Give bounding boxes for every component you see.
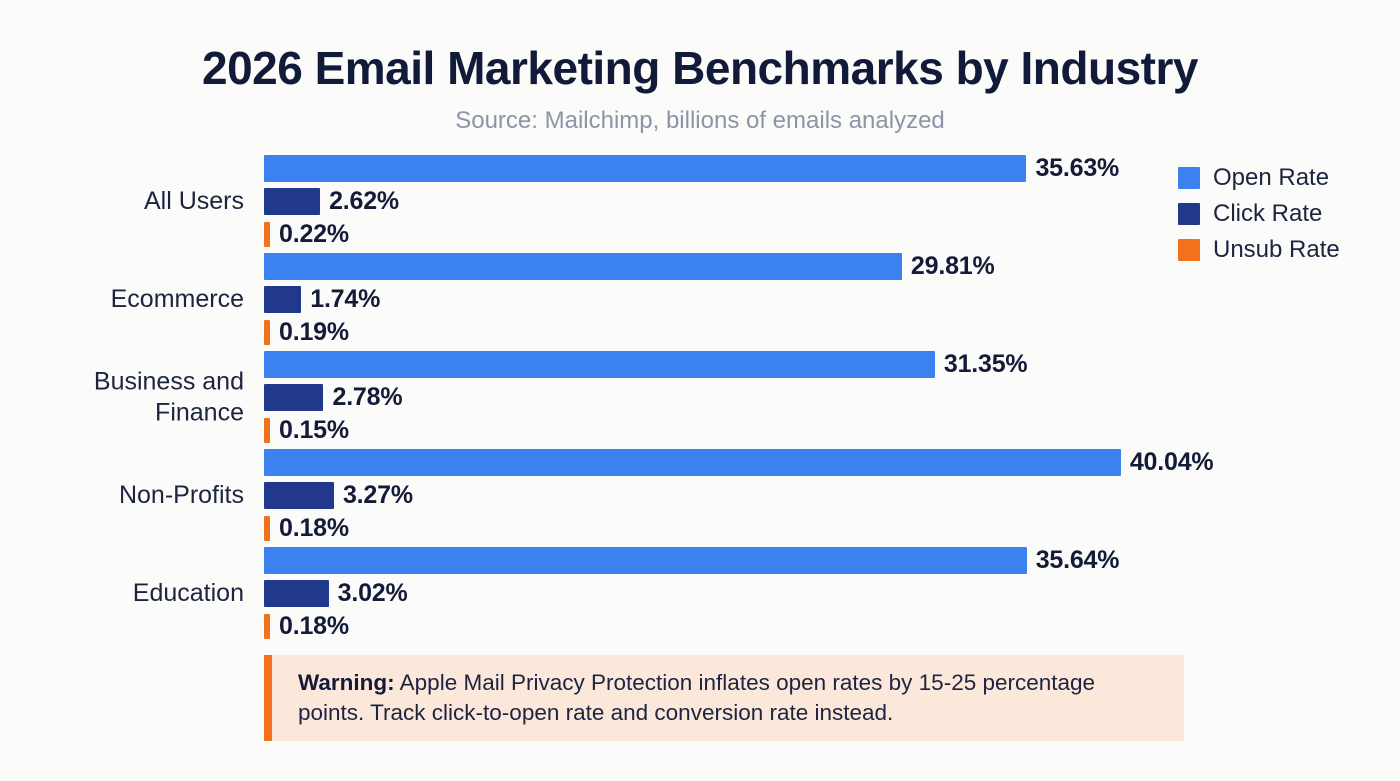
bar-click[interactable] xyxy=(264,580,329,607)
bar-value-label: 1.74% xyxy=(310,285,381,313)
bar-open[interactable] xyxy=(264,351,935,378)
bar-unsub[interactable] xyxy=(264,614,270,639)
bar-value-label: 29.81% xyxy=(910,252,995,280)
category-label: Ecommerce xyxy=(110,284,244,313)
bar-row[interactable]: 35.63% xyxy=(264,154,1120,182)
legend-swatch-icon xyxy=(1178,203,1200,225)
bar-open[interactable] xyxy=(264,547,1027,574)
bar-open[interactable] xyxy=(264,155,1027,182)
bar-row[interactable]: 31.35% xyxy=(264,350,1028,378)
bar-value-label: 0.15% xyxy=(279,416,349,444)
chart-subtitle: Source: Mailchimp, billions of emails an… xyxy=(455,107,945,134)
bar-value-label: 3.27% xyxy=(342,481,413,509)
chart-legend: Open Rate Click Rate Unsub Rate xyxy=(1178,160,1388,268)
bar-row[interactable]: 2.78% xyxy=(264,383,403,411)
bar-click[interactable] xyxy=(264,188,321,215)
bar-stack: 29.81% 1.74% 0.19% xyxy=(264,250,1384,348)
chart-group: Business and Finance 31.35% 2.78% 0.15% xyxy=(0,348,1400,446)
bar-row[interactable]: 3.27% xyxy=(264,481,413,509)
bar-row[interactable]: 0.19% xyxy=(264,318,349,346)
bar-row[interactable]: 3.02% xyxy=(264,579,408,607)
bar-unsub[interactable] xyxy=(264,418,270,443)
bar-row[interactable]: 40.04% xyxy=(264,448,1214,476)
warning-accent-bar xyxy=(264,655,272,741)
bar-row[interactable]: 35.64% xyxy=(264,546,1120,574)
bar-value-label: 0.22% xyxy=(279,220,349,248)
warning-message: Apple Mail Privacy Protection inflates o… xyxy=(298,670,1096,725)
legend-label: Open Rate xyxy=(1213,164,1330,191)
bar-click[interactable] xyxy=(264,384,324,411)
bar-value-label: 35.64% xyxy=(1035,546,1120,574)
bar-value-label: 31.35% xyxy=(943,350,1028,378)
bar-row[interactable]: 0.18% xyxy=(264,514,349,542)
legend-swatch-icon xyxy=(1178,239,1200,261)
bar-open[interactable] xyxy=(264,253,902,280)
chart-group: All Users 35.63% 2.62% 0.22% xyxy=(0,152,1400,250)
category-label: Education xyxy=(132,578,244,607)
bar-value-label: 40.04% xyxy=(1129,448,1214,476)
warning-callout: Warning: Apple Mail Privacy Protection i… xyxy=(264,655,1184,741)
legend-swatch-icon xyxy=(1178,167,1200,189)
bar-value-label: 0.19% xyxy=(279,318,349,346)
bar-stack: 40.04% 3.27% 0.18% xyxy=(264,446,1384,544)
bar-value-label: 0.18% xyxy=(279,612,349,640)
legend-item-open[interactable]: Open Rate xyxy=(1178,160,1388,196)
bar-row[interactable]: 0.18% xyxy=(264,612,349,640)
bar-value-label: 2.62% xyxy=(329,187,399,215)
page-title: 2026 Email Marketing Benchmarks by Indus… xyxy=(201,42,1199,94)
warning-body: Warning: Apple Mail Privacy Protection i… xyxy=(272,655,1184,741)
category-label: Non-Profits xyxy=(118,480,244,509)
chart-group: Education 35.64% 3.02% 0.18% xyxy=(0,544,1400,642)
bar-stack: 35.63% 2.62% 0.22% xyxy=(264,152,1384,250)
bar-stack: 35.64% 3.02% 0.18% xyxy=(264,544,1384,642)
legend-item-click[interactable]: Click Rate xyxy=(1178,196,1388,232)
chart-group: Ecommerce 29.81% 1.74% 0.19% xyxy=(0,250,1400,348)
chart-group: Non-Profits 40.04% 3.27% 0.18% xyxy=(0,446,1400,544)
legend-label: Unsub Rate xyxy=(1213,236,1340,263)
bar-stack: 31.35% 2.78% 0.15% xyxy=(264,348,1384,446)
category-label: Business and Finance xyxy=(93,367,244,427)
bar-click[interactable] xyxy=(264,286,302,313)
category-label: All Users xyxy=(143,186,244,215)
bar-row[interactable]: 1.74% xyxy=(264,285,381,313)
bar-value-label: 2.78% xyxy=(332,383,403,411)
bar-row[interactable]: 29.81% xyxy=(264,252,995,280)
bar-value-label: 35.63% xyxy=(1035,154,1120,182)
bar-open[interactable] xyxy=(264,449,1121,476)
bar-row[interactable]: 0.15% xyxy=(264,416,349,444)
warning-label: Warning: xyxy=(298,670,395,696)
bar-unsub[interactable] xyxy=(264,516,270,541)
bar-row[interactable]: 2.62% xyxy=(264,187,399,215)
bar-unsub[interactable] xyxy=(264,222,270,247)
legend-item-unsub[interactable]: Unsub Rate xyxy=(1178,232,1388,268)
bar-unsub[interactable] xyxy=(264,320,270,345)
warning-text: Warning: Apple Mail Privacy Protection i… xyxy=(298,668,1162,728)
bar-row[interactable]: 0.22% xyxy=(264,220,349,248)
bar-click[interactable] xyxy=(264,482,334,509)
chart-plot-area: All Users 35.63% 2.62% 0.22% Ecommerce 29.81%… xyxy=(0,152,1400,642)
bar-value-label: 3.02% xyxy=(337,579,408,607)
bar-value-label: 0.18% xyxy=(279,514,349,542)
legend-label: Click Rate xyxy=(1213,200,1323,227)
